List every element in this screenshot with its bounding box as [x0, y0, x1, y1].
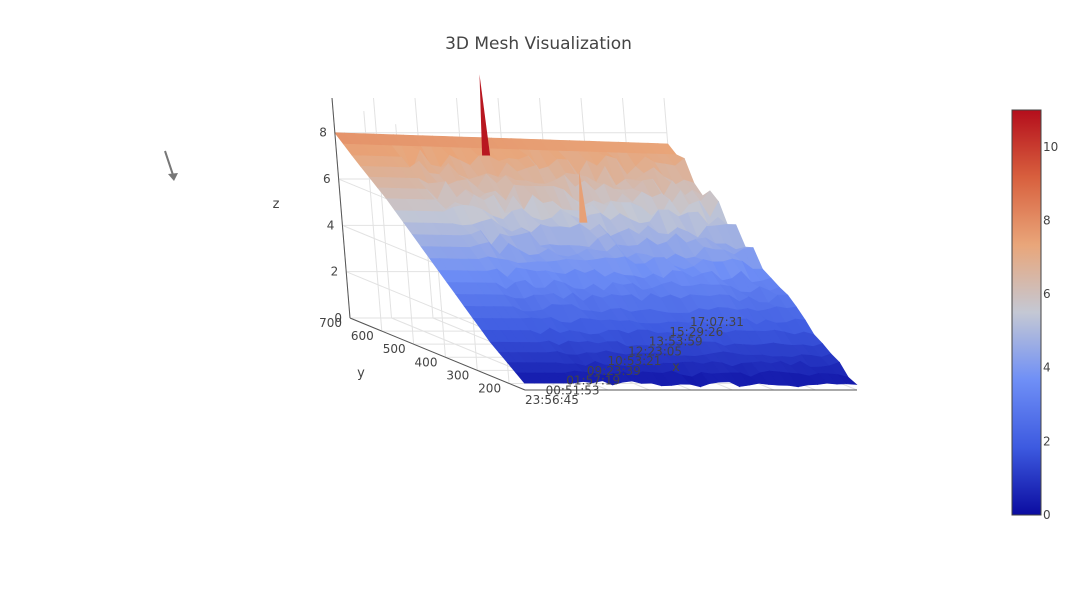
- z-axis-line: [331, 97, 351, 319]
- surface-cell: [837, 374, 858, 385]
- x-tick-label: 23:56:45: [525, 393, 579, 407]
- y-tick-label: 200: [478, 381, 501, 395]
- z-tick-label: 8: [319, 126, 327, 140]
- z-tick-label: 0: [334, 311, 342, 325]
- y-tick-label: 700: [319, 316, 342, 330]
- colorbar-tick-label: 6: [1043, 287, 1051, 301]
- y-tick-label: 500: [383, 342, 406, 356]
- chart-title: 3D Mesh Visualization: [445, 34, 632, 54]
- colorbar-tick-label: 0: [1043, 508, 1051, 522]
- colorbar-gradient: [1011, 109, 1042, 516]
- spike-layer: [479, 74, 588, 223]
- colorbar-tick-label: 2: [1043, 434, 1051, 448]
- surface-spike: [479, 74, 491, 156]
- x-tick-label: 13:53:59: [649, 335, 703, 349]
- surface-mesh[interactable]: [334, 132, 858, 388]
- x-tick-label: 09:23:39: [587, 364, 641, 378]
- y-tick-label: 400: [415, 355, 438, 369]
- z-axis-title: z: [273, 197, 280, 212]
- y-axis-title: y: [357, 366, 365, 381]
- x-tick-label: 17:07:31: [690, 315, 744, 329]
- colorbar: 0 2 4 6 8 10: [1011, 109, 1058, 522]
- y-axis-line: [349, 317, 526, 391]
- rotate-arrow-icon[interactable]: [160, 148, 184, 184]
- y-tick-label: 600: [351, 329, 374, 343]
- z-tick-label: 4: [327, 218, 335, 232]
- x-axis-title: x: [672, 360, 680, 375]
- surface-spike: [579, 170, 588, 223]
- colorbar-tick-label: 4: [1043, 361, 1051, 375]
- x-tick-label: 10:53:21: [608, 354, 662, 368]
- x-tick-label: 15:29:26: [669, 325, 723, 339]
- y-tick-label: 300: [446, 368, 469, 382]
- x-tick-label: 01:57:19: [566, 374, 620, 388]
- axis-layer: 0246820030040050060070023:56:4500:51:530…: [273, 97, 857, 407]
- grid-line: [373, 97, 392, 319]
- colorbar-tick-label: 8: [1043, 213, 1051, 227]
- x-tick-label: 00:51:53: [546, 383, 600, 397]
- z-tick-label: 2: [331, 265, 339, 279]
- z-tick-label: 6: [323, 172, 331, 186]
- x-tick-label: 12:23:05: [628, 344, 682, 358]
- colorbar-tick-label: 10: [1043, 140, 1058, 154]
